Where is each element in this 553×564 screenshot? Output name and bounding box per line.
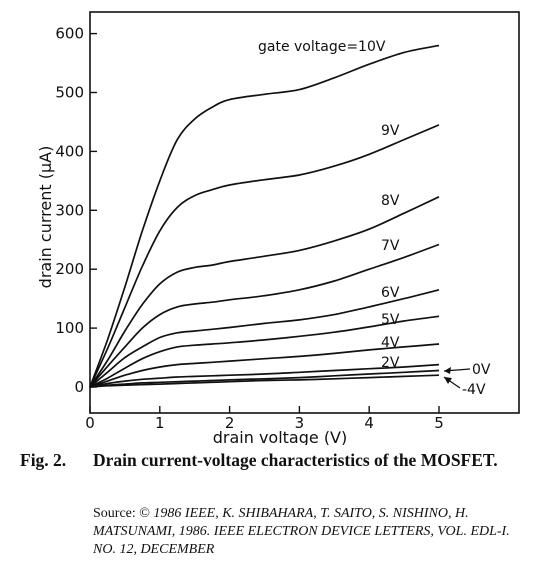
y-tick-label: 300 — [55, 201, 84, 219]
y-axis-ticks: 0 100 200 300 400 500 600 — [55, 25, 97, 396]
curve-line — [89, 374, 440, 388]
x-tick-label: 4 — [364, 414, 374, 432]
curve-label: 8V — [381, 193, 400, 209]
x-tick-label: 0 — [85, 414, 95, 432]
y-axis-label: drain current (μA) — [36, 146, 55, 289]
leader-arrow-0v — [444, 367, 451, 374]
curve-line — [89, 288, 440, 388]
source-prefix: Source: © — [93, 506, 154, 521]
x-axis-label: drain voltage (V) — [213, 428, 348, 445]
x-tick-label: 5 — [434, 414, 444, 432]
curve-label: 0V — [472, 362, 491, 378]
x-axis-ticks: 0 1 2 3 4 5 — [85, 406, 444, 432]
y-tick-label: 400 — [55, 142, 84, 160]
x-tick-label: 2 — [225, 414, 235, 432]
curve-label: gate voltage=10V — [258, 39, 386, 55]
figure-number: Fig. 2. — [20, 450, 67, 470]
curve-label: 4V — [381, 335, 400, 351]
curve-line — [89, 315, 440, 388]
curve-line — [89, 343, 440, 388]
curve-label: 9V — [381, 123, 400, 139]
curves — [89, 44, 440, 388]
y-tick-label: 600 — [55, 25, 84, 43]
curve-label: 7V — [381, 238, 400, 254]
source-body: 1986 IEEE, K. SHIBAHARA, T. SAITO, S. NI… — [93, 506, 510, 557]
curve-line — [89, 243, 440, 388]
source-credit: Source: © 1986 IEEE, K. SHIBAHARA, T. SA… — [93, 505, 533, 559]
curve-labels: gate voltage=10V 9V 8V 7V 6V 5V 4V 2V 0V -4V — [258, 39, 491, 398]
curve-line — [89, 369, 440, 388]
curve-label: 2V — [381, 355, 400, 371]
y-tick-label: 500 — [55, 84, 84, 102]
plot-frame — [89, 11, 520, 414]
figure-caption: Fig. 2. Drain current-voltage characteris… — [20, 450, 550, 471]
leader-arrow-minus4v — [444, 377, 452, 384]
curve-line — [89, 196, 440, 388]
y-tick-label: 100 — [55, 319, 84, 337]
y-tick-label: 0 — [74, 378, 84, 396]
curve-line — [89, 44, 440, 388]
x-tick-label: 1 — [155, 414, 165, 432]
figure-caption-text: Drain current-voltage characteristics of… — [93, 450, 498, 470]
curve-line — [89, 363, 440, 388]
curve-label: 5V — [381, 312, 400, 328]
curve-label: 6V — [381, 285, 400, 301]
y-tick-label: 200 — [55, 260, 84, 278]
curve-label: -4V — [462, 382, 486, 398]
curve-line — [89, 124, 440, 388]
iv-chart: 0 100 200 300 400 500 600 0 1 2 3 4 5 gate voltage=… — [36, 11, 520, 445]
x-tick-label: 3 — [295, 414, 305, 432]
